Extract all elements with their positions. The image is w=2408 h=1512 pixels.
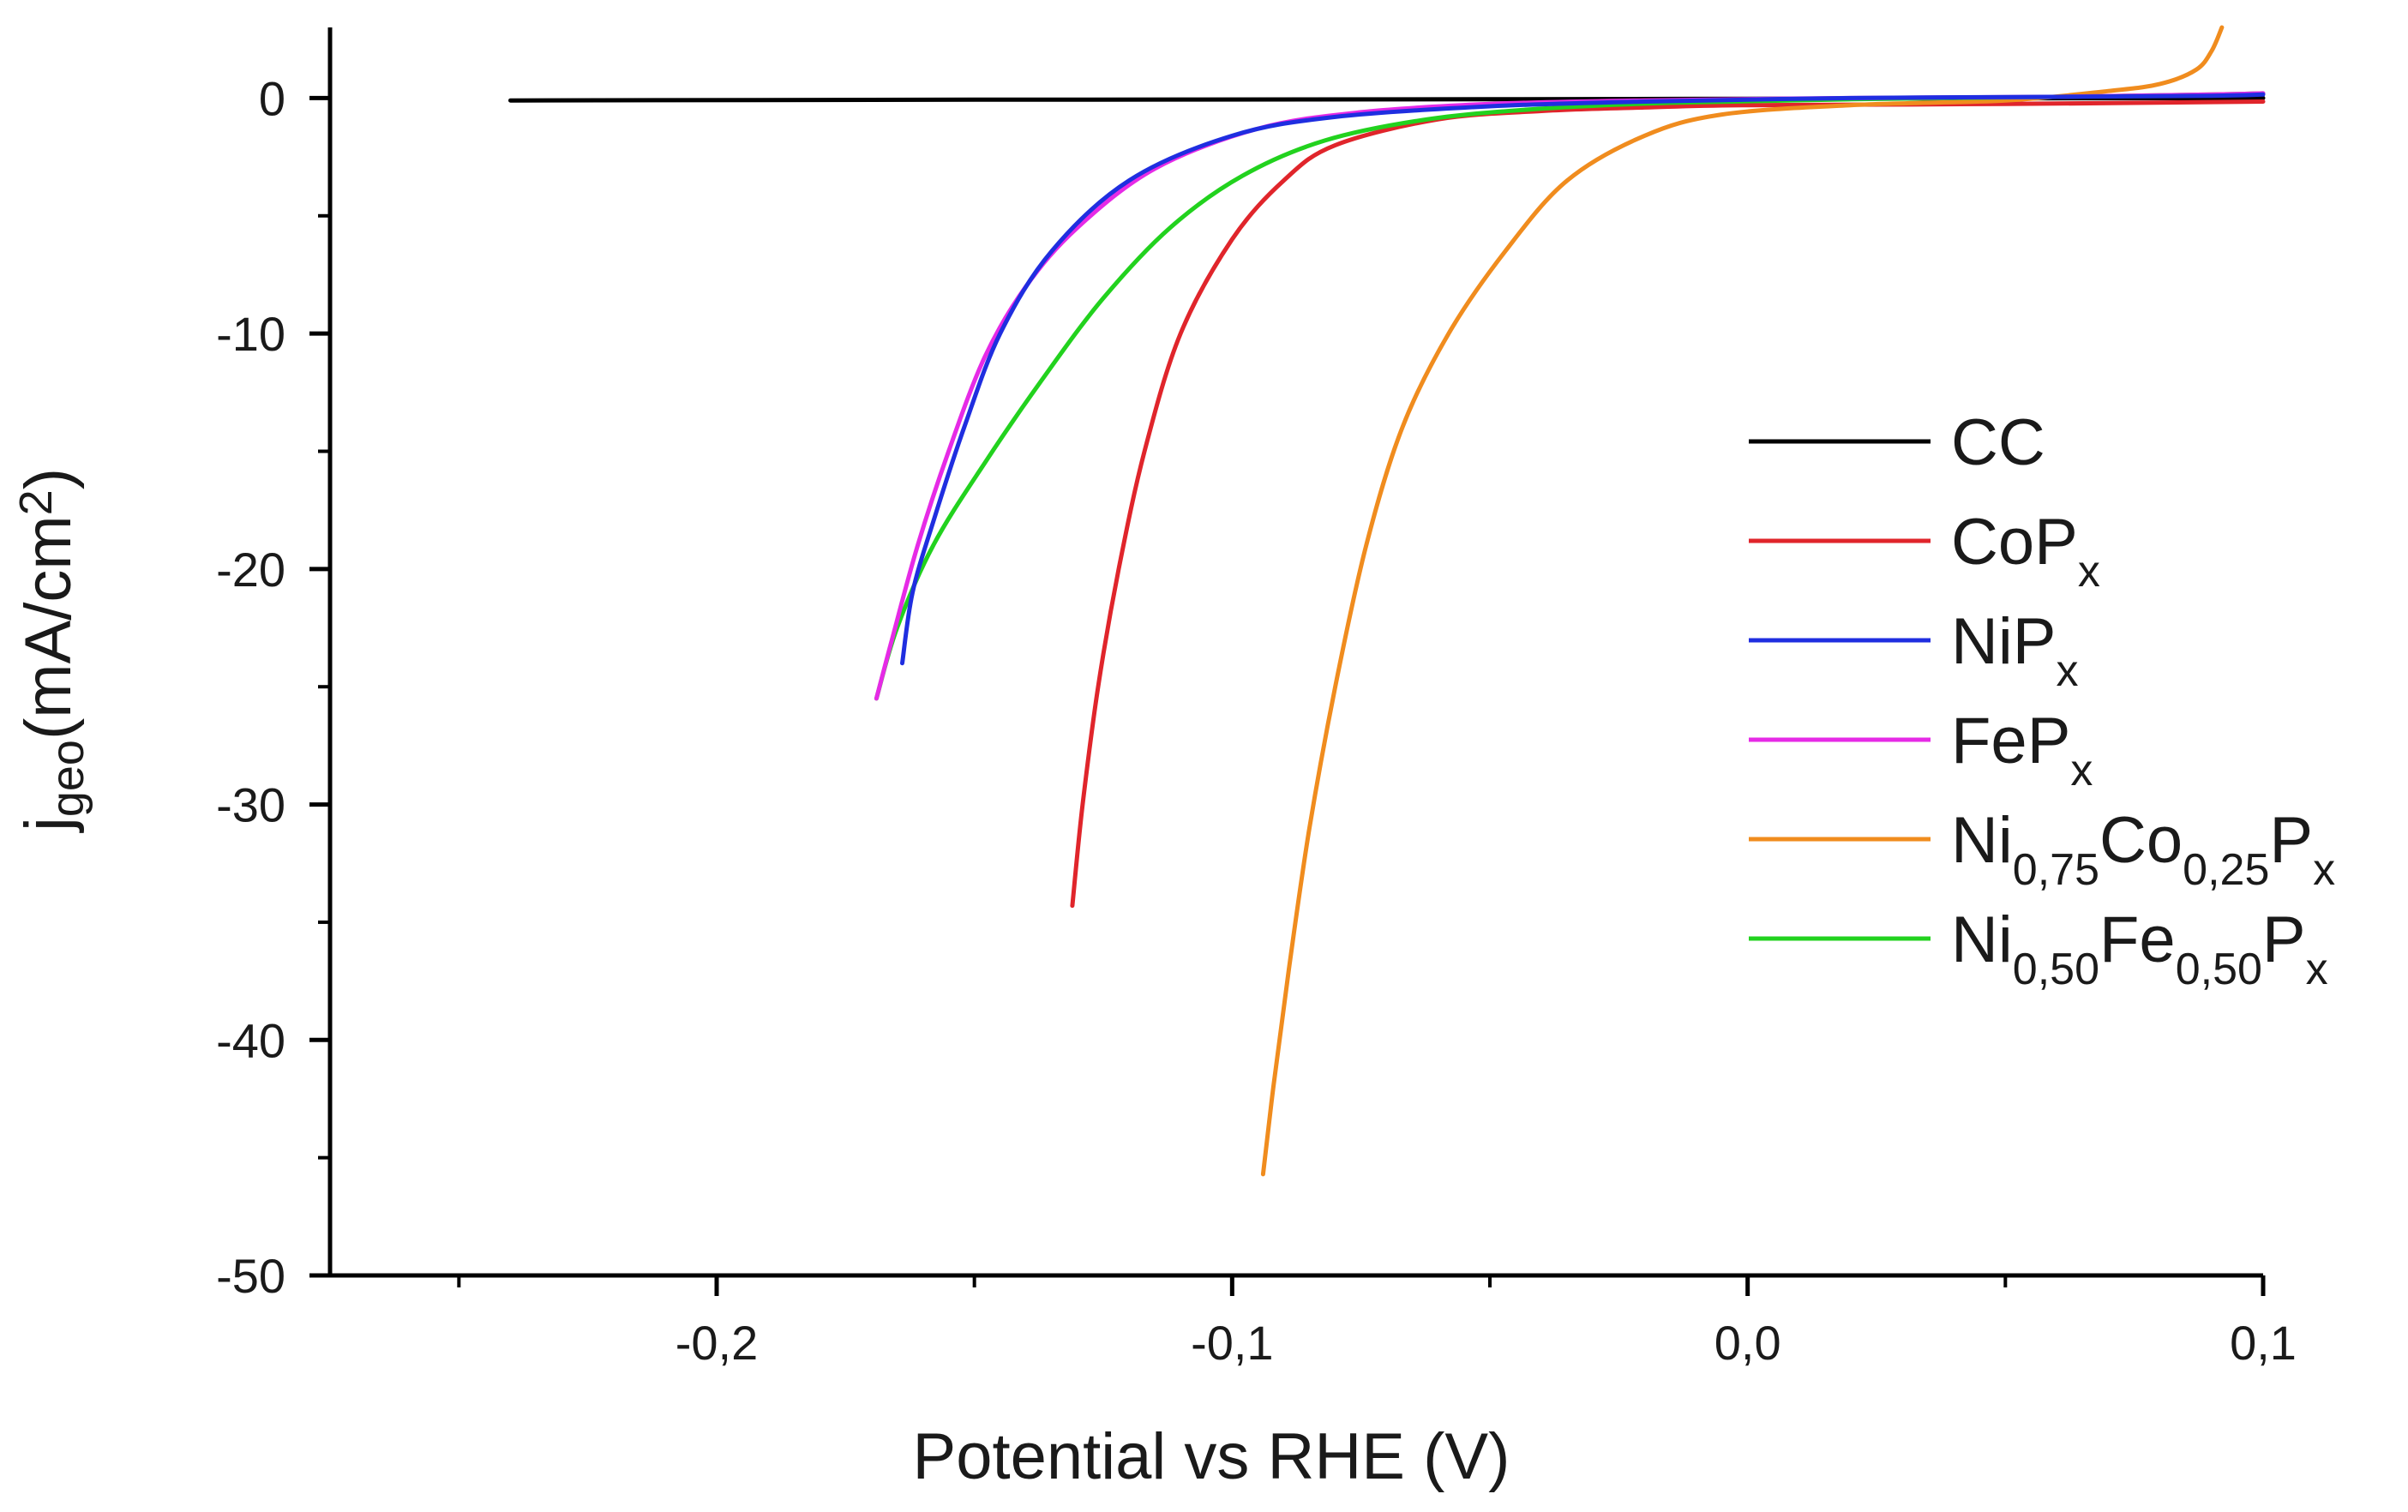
- legend-label: Ni0,75Co0,25Px: [1951, 804, 2335, 895]
- legend-label-text: Ni: [1951, 903, 2013, 976]
- legend-label-subscript: 0,75: [2013, 845, 2099, 895]
- legend-label-subscript: 0,25: [2183, 845, 2269, 895]
- y-tick-label: 0: [259, 71, 285, 125]
- legend: CCCoPxNiPxFePxNi0,75Co0,25PxNi0,50Fe0,50…: [1749, 406, 2335, 994]
- y-axis-title-sup: 2: [10, 489, 62, 515]
- legend-item: CC: [1749, 406, 2045, 479]
- legend-label: Ni0,50Fe0,50Px: [1951, 903, 2328, 994]
- legend-label-text: Co: [2099, 804, 2183, 877]
- x-axis-ticks: -0,2 -0,1 0,0 0,1: [457, 1275, 2297, 1370]
- legend-item: Ni0,75Co0,25Px: [1749, 804, 2335, 895]
- legend-label: CC: [1951, 406, 2045, 479]
- legend-label-text: Ni: [1951, 804, 2013, 877]
- y-tick-label: -20: [216, 543, 285, 597]
- legend-label-subscript: x: [2306, 945, 2328, 994]
- legend-item: NiPx: [1749, 605, 2078, 696]
- x-axis-title: Potential vs RHE (V): [913, 1420, 1510, 1493]
- series-lines: [508, 25, 2266, 1177]
- series-line-ni075co025px: [1260, 25, 2225, 1177]
- legend-label-text: FeP: [1951, 705, 2070, 777]
- legend-label: CoPx: [1951, 506, 2100, 597]
- legend-label-text: NiP: [1951, 605, 2056, 678]
- y-axis-title-unit: (mA/cm: [12, 515, 85, 740]
- y-axis-title: jgeo(mA/cm2): [10, 468, 93, 833]
- y-axis-title-close: ): [12, 468, 85, 489]
- y-axis-title-sub: geo: [42, 740, 93, 817]
- legend-item: Ni0,50Fe0,50Px: [1749, 903, 2328, 994]
- x-tick-label: -0,2: [676, 1316, 759, 1370]
- y-axis-ticks: 0 -10 -20 -30 -40 -50: [216, 71, 330, 1303]
- legend-label-text: P: [2269, 804, 2313, 877]
- legend-label-subscript: 0,50: [2013, 945, 2099, 994]
- legend-label-subscript: x: [2070, 746, 2093, 795]
- x-tick-label: 0,1: [2230, 1316, 2297, 1370]
- y-tick-label: -50: [216, 1249, 285, 1303]
- y-tick-label: -30: [216, 778, 285, 832]
- legend-label-subscript: x: [2056, 646, 2078, 696]
- legend-label: NiPx: [1951, 605, 2078, 696]
- legend-label-text: CoP: [1951, 506, 2078, 579]
- y-tick-label: -40: [216, 1013, 285, 1067]
- legend-label-subscript: x: [2078, 547, 2100, 597]
- y-axis-title-main: j: [12, 817, 85, 833]
- legend-label: FePx: [1951, 705, 2093, 795]
- x-tick-label: -0,1: [1191, 1316, 1274, 1370]
- y-tick-label: -10: [216, 307, 285, 361]
- legend-item: FePx: [1749, 705, 2093, 795]
- legend-label-subscript: 0,50: [2176, 945, 2262, 994]
- axes: [327, 27, 2263, 1278]
- legend-label-subscript: x: [2313, 845, 2335, 895]
- legend-item: CoPx: [1749, 506, 2100, 597]
- legend-label-text: CC: [1951, 406, 2045, 479]
- legend-label-text: Fe: [2099, 903, 2176, 976]
- series-line-nipx: [900, 92, 2266, 666]
- x-tick-label: 0,0: [1714, 1316, 1781, 1370]
- legend-label-text: P: [2262, 903, 2306, 976]
